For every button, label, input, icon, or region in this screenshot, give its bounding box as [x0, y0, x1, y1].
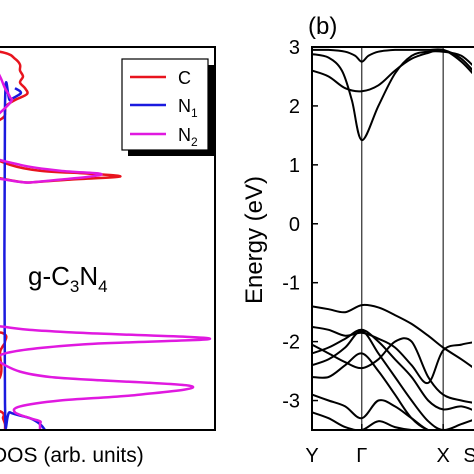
ytick-label: -2 — [282, 332, 300, 354]
kpoint-label: S — [463, 445, 474, 467]
kpoint-label: X — [436, 445, 449, 467]
ytick-label: 2 — [289, 96, 300, 118]
legend-label-n1: N1 — [178, 96, 198, 120]
dos-series-n2 — [0, 73, 212, 430]
ytick-label: 0 — [289, 214, 300, 236]
dos-frame — [0, 46, 216, 431]
band-7 — [312, 352, 472, 430]
kpoint-label: Γ — [356, 445, 367, 467]
dos-legend: C N1 N2 — [121, 58, 214, 156]
ytick-label: 3 — [289, 37, 300, 59]
band-0 — [312, 50, 472, 142]
band-1 — [312, 48, 472, 93]
band-9 — [312, 411, 472, 430]
dos-plot-area — [0, 46, 216, 431]
energy-axis-label: Energy (eV) — [241, 176, 268, 304]
band-8 — [312, 393, 472, 430]
sample-label: g-C3N4 — [28, 261, 108, 296]
dos-panel: C N1 N2 g-C3N4 DOS (arb. units) — [0, 46, 216, 467]
band-10 — [312, 337, 472, 404]
ytick-label: -1 — [282, 273, 300, 295]
dos-series-n1 — [3, 81, 46, 431]
band-5 — [312, 328, 472, 411]
band-frame — [311, 46, 474, 431]
dos-xlabel: DOS (arb. units) — [0, 444, 144, 467]
kpoint-label: Y — [305, 445, 318, 467]
band-plot-area — [311, 46, 474, 431]
legend-label-n2: N2 — [178, 125, 198, 149]
dos-curves — [0, 50, 212, 431]
dos-series-c — [0, 50, 122, 431]
legend-label-c: C — [178, 68, 191, 88]
band-4 — [312, 325, 472, 385]
band-3 — [312, 303, 472, 368]
panel-label-b: (b) — [308, 13, 337, 40]
ytick-label: 1 — [289, 155, 300, 177]
ytick-label: -3 — [282, 391, 300, 413]
band-curves — [312, 48, 472, 430]
energy-axis-ticks: 3 2 1 0 -1 -2 -3 — [282, 37, 318, 413]
